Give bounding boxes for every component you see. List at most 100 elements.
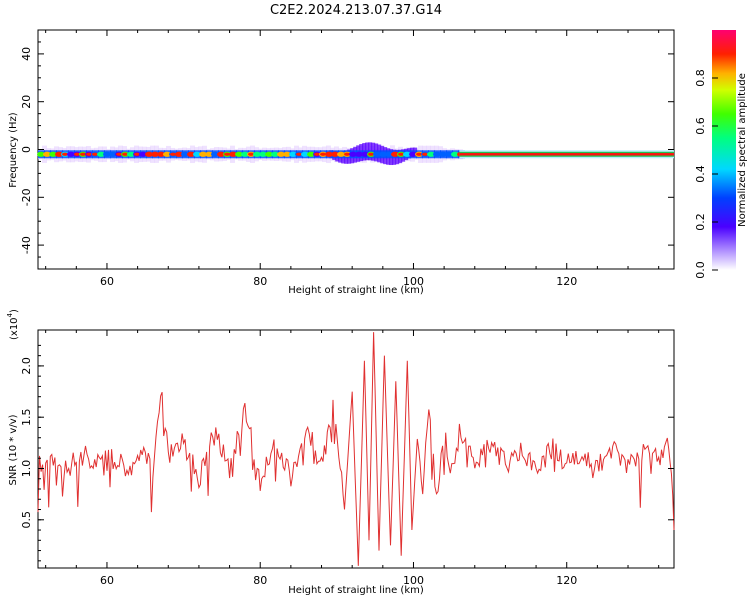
spectrogram-panel: 60 80 100 120 40 20 0 -20 -40 Height of straight… [8, 29, 675, 296]
spectrogram-blob [277, 151, 285, 157]
spectrogram-blob [199, 151, 207, 157]
colorbar-label: Normalized spectral amplitude [737, 73, 748, 227]
spectrogram-blob [307, 151, 315, 157]
spectrogram-blob [193, 151, 201, 157]
spectrogram-ylabel: Frequency (Hz) [8, 112, 19, 188]
spectrogram-ticks: 60 80 100 120 40 20 0 -20 -40 [20, 29, 674, 288]
spectrogram-blob [67, 151, 75, 157]
spectrogram-blob [337, 151, 345, 157]
spectrogram-blob [289, 151, 297, 157]
spectrogram-blob [49, 151, 57, 157]
spectrogram-blob [235, 151, 243, 157]
spectrogram-blob [103, 151, 111, 157]
spectrogram-blob [301, 151, 309, 157]
snr-xlabel: Height of straight line (km) [288, 585, 424, 596]
spectrogram-peak [152, 152, 158, 156]
spectrogram-blob [163, 151, 171, 157]
spectrogram-peak [398, 152, 404, 156]
spectrogram-blob [445, 151, 453, 157]
spectrogram-blob [241, 151, 249, 157]
snr-ytick-label: 1.0 [20, 460, 33, 478]
snr-xtick-label: 100 [403, 574, 424, 587]
spectrogram-peak [320, 152, 326, 156]
spectrogram-peak [422, 152, 428, 156]
snr-series-line [37, 332, 675, 566]
snr-ytick-label: 2.0 [20, 357, 33, 375]
spectrogram-peak [296, 152, 302, 156]
spectrogram-ytick-label: 40 [20, 47, 33, 61]
snr-scale-label: (x104) [6, 309, 20, 340]
spectrogram-blob [109, 151, 117, 157]
spectrogram-blob [451, 151, 459, 157]
snr-panel: 60 80 100 120 0.5 1.0 1.5 2.0 Height of straigh… [6, 309, 675, 596]
spectrogram-peak [74, 152, 80, 156]
colorbar-ticks: 0.0 0.2 0.4 0.6 0.8 [694, 69, 718, 279]
spectrogram-ytick-label: -40 [20, 236, 33, 254]
snr-xtick-label: 120 [556, 574, 577, 587]
spectrogram-peak [314, 152, 320, 156]
snr-ytick-label: 0.5 [20, 511, 33, 529]
spectrogram-blob [127, 151, 135, 157]
spectrogram-blob [97, 151, 105, 157]
spectrogram-ytick-label: 0 [20, 146, 33, 153]
spectrogram-peak [92, 152, 98, 156]
spectrogram-blob [253, 151, 261, 157]
spectrogram-blob [409, 151, 417, 157]
spectrogram-peak [122, 152, 128, 156]
colorbar-tick-label: 0.6 [694, 117, 707, 135]
spectrogram-peak [62, 152, 68, 156]
colorbar-tick-label: 0.4 [694, 165, 707, 183]
spectrogram-ytick-label: -20 [20, 188, 33, 206]
spectrogram-blob [433, 151, 441, 157]
spectrogram-xlabel: Height of straight line (km) [288, 285, 424, 296]
snr-ytick-label: 1.5 [20, 408, 33, 426]
spectrogram-peak [80, 152, 86, 156]
spectrogram-peak [248, 152, 254, 156]
spectrogram-peak [224, 152, 230, 156]
spectrogram-blob [373, 151, 381, 157]
spectrogram-blob [391, 151, 399, 157]
spectrogram-blob [271, 151, 279, 157]
spectrogram-blob [283, 151, 291, 157]
spectrogram-peak [368, 152, 374, 156]
spectrogram-blob [205, 151, 213, 157]
spectrogram-blob [181, 151, 189, 157]
spectrogram-peak [86, 152, 92, 156]
snr-ticks: 60 80 100 120 0.5 1.0 1.5 2.0 [20, 330, 674, 587]
spectrogram-blob [331, 151, 339, 157]
colorbar-tick-label: 0.0 [694, 261, 707, 279]
spectrogram-blob [175, 151, 183, 157]
spectrogram-blob [379, 151, 387, 157]
spectrogram-peak [218, 152, 224, 156]
spectrogram-peak [344, 152, 350, 156]
spectrogram-xtick-label: 80 [253, 275, 267, 288]
spectrogram-blob [55, 151, 63, 157]
spectrogram-peak [416, 152, 422, 156]
spectrogram-blob [355, 151, 363, 157]
snr-frame [37, 329, 675, 569]
spectrogram-blob [325, 151, 333, 157]
snr-xtick-label: 60 [100, 574, 114, 587]
spectrogram-blob [229, 151, 237, 157]
spectrogram-peak [134, 152, 140, 156]
spectrogram-blob [211, 151, 219, 157]
spectrogram-peak [170, 152, 176, 156]
colorbar-tick-label: 0.2 [694, 213, 707, 231]
spectrogram-ytick-label: 20 [20, 95, 33, 109]
spectrogram-blob [427, 151, 435, 157]
spectrogram-band [37, 142, 674, 166]
spectrogram-blob [259, 151, 267, 157]
spectrogram-blob [385, 151, 393, 157]
spectrogram-clean-core [459, 153, 674, 156]
spectrogram-blob [349, 151, 357, 157]
snr-ylabel: SNR (10 * v/v) [8, 414, 19, 485]
spectrogram-blob [139, 151, 147, 157]
spectrogram-blob [439, 151, 447, 157]
spectrogram-peak [116, 152, 122, 156]
spectrogram-blob [403, 151, 411, 157]
spectrogram-blob [43, 151, 51, 157]
chart-title: C2E2.2024.213.07.37.G14 [270, 3, 442, 18]
spectrogram-blob [361, 151, 369, 157]
spectrogram-blob [265, 151, 273, 157]
